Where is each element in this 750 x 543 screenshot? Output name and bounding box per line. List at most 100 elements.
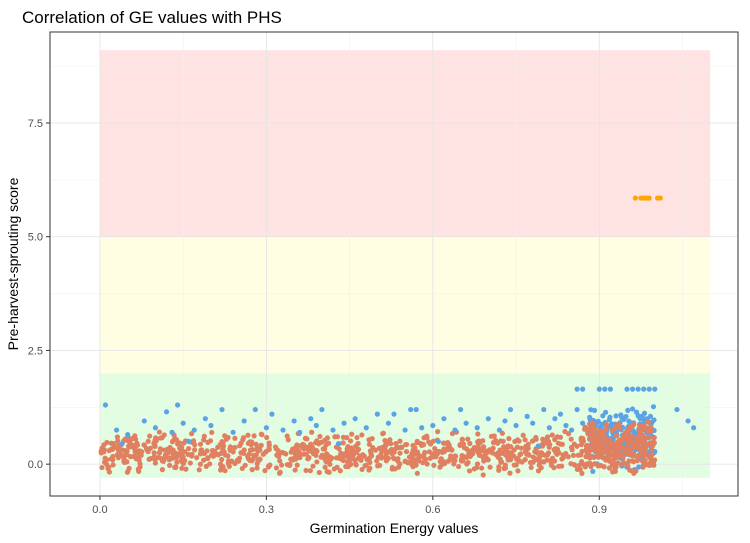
data-point	[129, 436, 135, 442]
data-point	[269, 411, 275, 417]
data-point	[212, 448, 218, 454]
data-point	[522, 437, 528, 443]
data-point	[581, 426, 588, 432]
data-point	[647, 413, 654, 420]
data-point	[607, 446, 613, 452]
data-point	[264, 434, 270, 441]
data-point	[414, 470, 420, 476]
data-point	[145, 438, 151, 444]
data-point	[614, 443, 620, 449]
data-point	[478, 446, 484, 452]
data-point	[408, 406, 414, 413]
data-point	[249, 439, 255, 445]
data-point	[633, 434, 640, 440]
data-point	[613, 433, 619, 439]
data-point	[175, 402, 181, 408]
data-point	[417, 454, 423, 460]
data-point	[530, 459, 536, 465]
data-point	[225, 458, 232, 464]
data-point	[644, 462, 651, 468]
data-point	[436, 448, 442, 455]
data-point	[583, 454, 589, 460]
data-point	[246, 451, 252, 457]
data-point	[191, 427, 197, 433]
data-point	[108, 440, 114, 446]
data-point	[558, 441, 564, 447]
data-point	[258, 431, 264, 437]
data-point	[398, 444, 404, 450]
data-point	[631, 421, 637, 428]
data-point	[588, 407, 594, 413]
data-point	[192, 447, 198, 453]
data-point	[633, 409, 640, 415]
data-point	[640, 432, 646, 439]
data-point	[308, 416, 314, 422]
data-point	[136, 468, 142, 474]
data-point	[340, 434, 347, 440]
data-point	[166, 447, 172, 453]
data-point	[635, 453, 642, 459]
data-point	[186, 438, 192, 445]
data-point	[641, 423, 647, 429]
data-point	[616, 446, 622, 453]
data-point	[650, 404, 657, 410]
data-point	[525, 441, 531, 447]
data-point	[551, 458, 558, 464]
data-point	[452, 453, 458, 459]
y-axis-ticks: 0.0 2.5 5.0 7.5	[28, 118, 50, 471]
data-point	[633, 440, 639, 447]
data-point	[197, 461, 203, 467]
data-point	[552, 416, 558, 422]
data-point	[627, 467, 633, 473]
data-point	[518, 451, 524, 457]
data-point	[541, 440, 547, 447]
data-point	[238, 440, 244, 446]
data-point	[301, 442, 307, 449]
data-point	[115, 447, 121, 453]
data-point	[485, 416, 491, 422]
data-point	[317, 433, 323, 440]
data-point	[635, 386, 641, 392]
data-point	[307, 468, 313, 474]
data-point	[411, 447, 417, 453]
data-point	[258, 442, 264, 448]
data-point	[581, 461, 587, 468]
data-point	[466, 468, 473, 474]
data-point	[120, 447, 126, 453]
data-point	[348, 461, 354, 468]
data-point	[597, 437, 603, 443]
data-point	[449, 447, 455, 453]
data-point	[137, 464, 143, 470]
data-point	[649, 451, 655, 458]
data-point	[580, 386, 586, 392]
data-point	[646, 195, 652, 201]
y-tick-label: 0.0	[28, 459, 43, 471]
data-point	[413, 451, 419, 457]
data-point	[599, 422, 605, 428]
data-point	[575, 452, 581, 458]
data-point	[148, 455, 154, 462]
data-point	[127, 454, 134, 460]
data-point	[621, 432, 627, 438]
data-point	[341, 420, 347, 426]
data-point	[330, 427, 336, 433]
data-point	[611, 460, 617, 466]
data-point	[580, 438, 586, 444]
data-point	[113, 427, 120, 433]
data-point	[431, 462, 437, 468]
data-point	[251, 433, 257, 439]
data-point	[289, 456, 295, 462]
data-point	[156, 450, 162, 456]
data-point	[119, 441, 125, 447]
data-point	[265, 463, 272, 469]
data-point	[480, 472, 486, 478]
data-point	[327, 461, 333, 467]
data-point	[591, 445, 597, 451]
data-point	[607, 386, 613, 392]
data-point	[309, 429, 315, 435]
data-point	[354, 434, 360, 441]
data-point	[276, 470, 283, 476]
data-point	[597, 443, 603, 450]
data-point	[541, 459, 547, 465]
data-point	[685, 418, 691, 424]
